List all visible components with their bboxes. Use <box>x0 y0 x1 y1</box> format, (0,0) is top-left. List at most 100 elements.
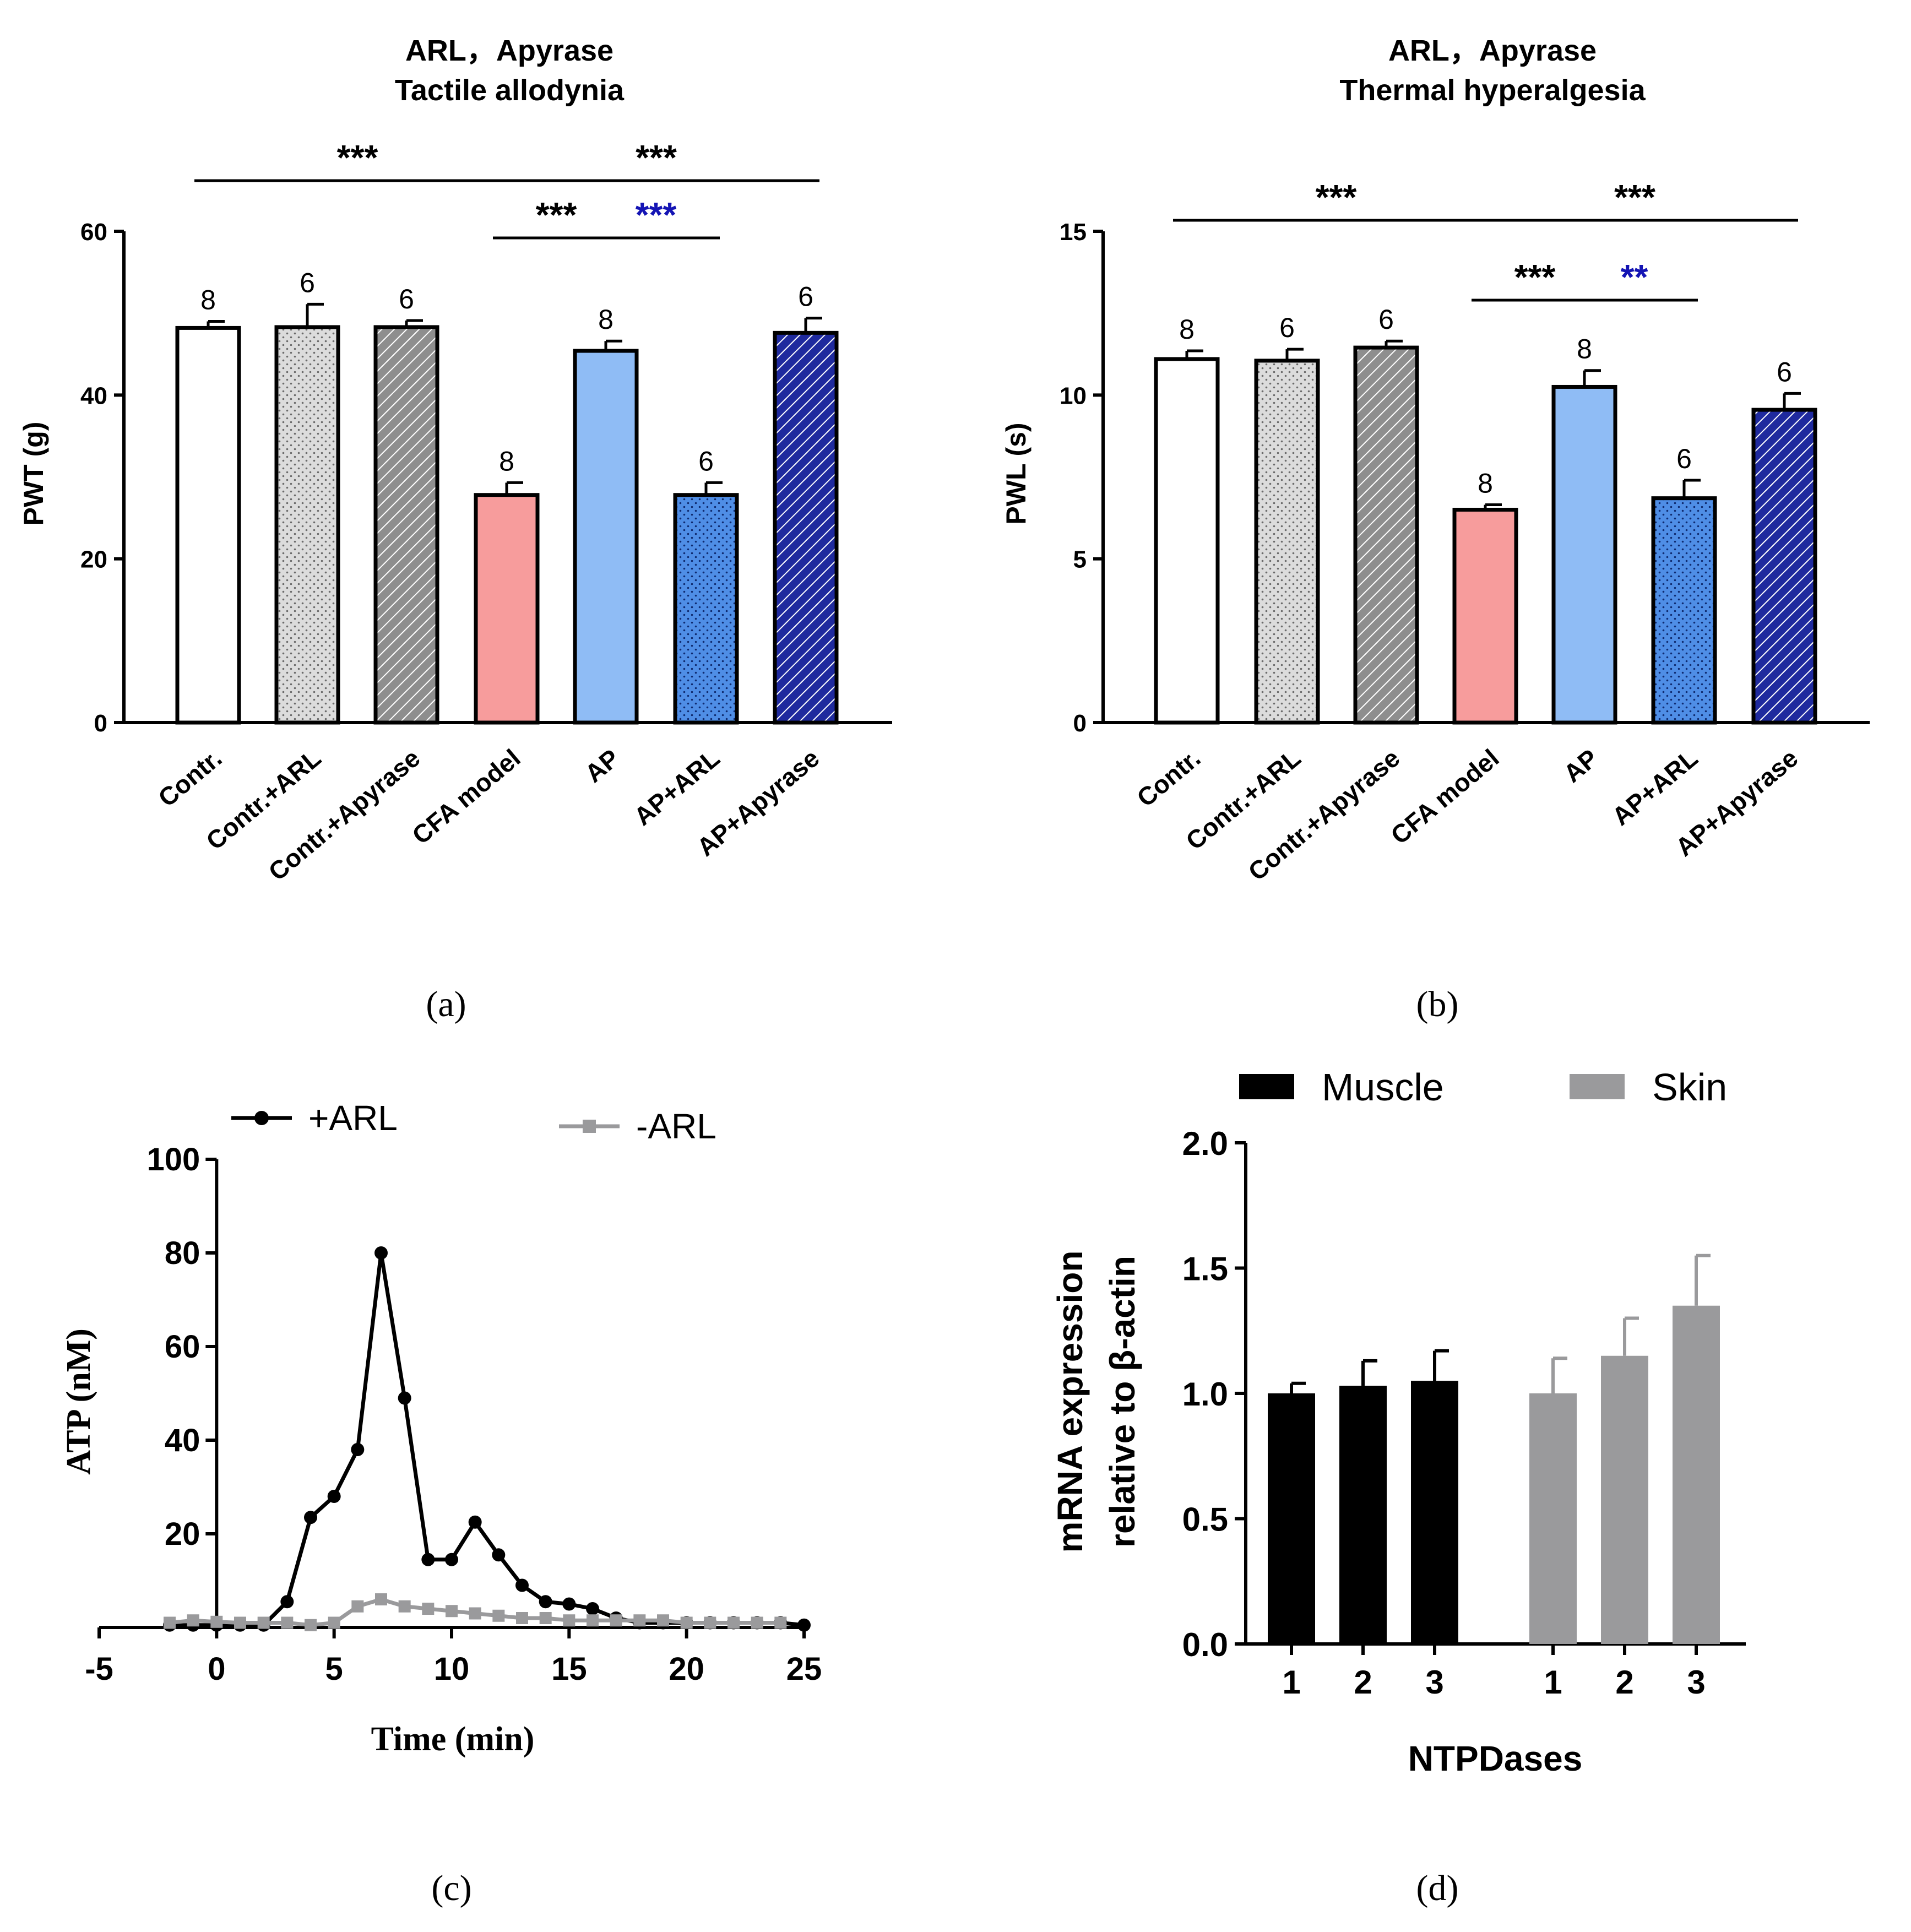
data-point <box>445 1553 458 1566</box>
legend-swatch <box>1570 1074 1625 1099</box>
n-count-label: 6 <box>1676 443 1692 474</box>
data-point <box>375 1593 387 1605</box>
data-point <box>421 1553 435 1566</box>
x-tick-label: 0 <box>208 1651 225 1687</box>
panel-d-y-axis-label-line2: relative to β-actin <box>1103 1256 1142 1548</box>
y-tick-label: 5 <box>1073 546 1087 573</box>
data-point <box>515 1578 529 1592</box>
data-point <box>492 1609 505 1622</box>
significance-label: *** <box>636 195 677 235</box>
bar-skin-2 <box>1601 1355 1648 1644</box>
panel-d-ntpdase-chart: mRNA expression relative to β-actin NTPD… <box>1050 1066 1746 1908</box>
data-point <box>446 1605 458 1618</box>
bar-ap <box>573 349 639 725</box>
data-point <box>704 1616 716 1629</box>
data-point <box>280 1595 294 1609</box>
panel-b-label: (b) <box>1416 984 1459 1024</box>
bar-contr-apyrase <box>1353 345 1419 725</box>
data-point <box>305 1619 317 1631</box>
significance-label: *** <box>1614 177 1655 217</box>
x-tick-label: Contr. <box>1131 744 1206 812</box>
data-point <box>539 1612 552 1624</box>
panel-a-title: ARL，Apyrase <box>405 34 614 67</box>
y-tick-label: 60 <box>165 1329 200 1365</box>
legend-marker <box>254 1111 269 1125</box>
panel-c-atp-line-chart: ATP (nM) Time (min) 20 40 60 80 100 -5 0 5 10 15 2… <box>60 1098 822 1908</box>
n-count-label: 8 <box>200 285 216 316</box>
data-point <box>398 1600 411 1613</box>
panel-a-label: (a) <box>426 984 466 1024</box>
significance-label: *** <box>337 138 378 177</box>
y-tick-label: 60 <box>80 219 107 246</box>
panel-a-tactile-chart: ARL，Apyrase Tactile allodynia PWT (g) 0 2… <box>18 34 892 1024</box>
y-tick-label: 1.5 <box>1182 1251 1228 1288</box>
n-count-label: 8 <box>1179 314 1195 345</box>
panel-d-y-axis-label-line1: mRNA expression <box>1050 1251 1090 1553</box>
x-tick-label: AP <box>579 744 625 788</box>
n-count-label: 6 <box>399 284 414 314</box>
legend-swatch <box>1239 1074 1294 1099</box>
y-tick-label: 80 <box>165 1235 200 1271</box>
y-tick-label: 20 <box>80 546 107 573</box>
panel-a-subtitle: Tactile allodynia <box>395 74 625 107</box>
bar-contr-arl <box>274 325 340 725</box>
data-point <box>304 1511 317 1524</box>
panel-c-y-axis-label: ATP (nM) <box>60 1328 97 1475</box>
panel-a-y-axis-label: PWT (g) <box>18 422 49 526</box>
bar-contr-apyrase <box>373 325 439 725</box>
data-point <box>234 1616 246 1629</box>
x-tick-label: CFA model <box>406 744 525 850</box>
bar-muscle-3 <box>1411 1381 1458 1644</box>
bar-ap-apyrase <box>1751 408 1817 725</box>
legend-marker <box>583 1120 596 1133</box>
y-tick-label: 100 <box>147 1142 200 1177</box>
x-tick-label: AP+ARL <box>628 744 725 831</box>
significance-label: *** <box>1316 177 1357 217</box>
data-point <box>328 1616 340 1629</box>
data-point <box>422 1603 435 1615</box>
panel-b-thermal-chart: ARL，Apyrase Thermal hyperalgesia PWL (s)… <box>1001 34 1870 1024</box>
data-point <box>281 1616 294 1629</box>
n-count-label: 6 <box>798 281 813 312</box>
y-tick-label: 0 <box>94 710 107 737</box>
bar-muscle-2 <box>1339 1386 1387 1644</box>
data-point <box>774 1616 787 1629</box>
x-tick-label: 1 <box>1544 1664 1562 1701</box>
y-tick-label: 15 <box>1060 219 1087 246</box>
panel-c-x-axis-label: Time (min) <box>371 1721 535 1758</box>
data-point <box>469 1607 481 1620</box>
data-point <box>210 1615 223 1628</box>
significance-label: ** <box>1621 257 1648 297</box>
bar-skin-1 <box>1529 1393 1577 1644</box>
bar-contr- <box>175 325 241 725</box>
panel-b-subtitle: Thermal hyperalgesia <box>1339 74 1646 107</box>
data-point <box>398 1391 411 1405</box>
panel-d-x-axis-label: NTPDases <box>1408 1739 1583 1778</box>
n-count-label: 8 <box>598 304 614 335</box>
y-tick-label: 1.0 <box>1182 1376 1228 1413</box>
legend-label: Skin <box>1652 1066 1727 1109</box>
n-count-label: 8 <box>1478 468 1493 499</box>
data-point <box>586 1602 599 1615</box>
data-point <box>728 1616 740 1629</box>
legend-label: +ARL <box>308 1098 398 1138</box>
data-point <box>257 1616 270 1629</box>
data-point <box>633 1614 646 1627</box>
bar-skin-3 <box>1673 1305 1720 1644</box>
x-tick-label: AP <box>1558 744 1603 788</box>
data-point <box>680 1616 693 1629</box>
y-tick-label: 40 <box>80 382 107 409</box>
panel-d-label: (d) <box>1416 1868 1459 1908</box>
n-count-label: 6 <box>1279 312 1295 343</box>
data-point <box>563 1614 576 1627</box>
y-tick-label: 10 <box>1060 382 1087 409</box>
series-line-plus-arl <box>170 1251 805 1627</box>
data-point <box>516 1612 528 1624</box>
y-tick-label: 0.0 <box>1182 1626 1228 1663</box>
panel-c-label: (c) <box>431 1868 471 1908</box>
legend-label: -ARL <box>636 1106 716 1146</box>
data-point <box>492 1548 506 1562</box>
significance-label: *** <box>636 138 677 177</box>
x-tick-label: 10 <box>434 1651 470 1687</box>
